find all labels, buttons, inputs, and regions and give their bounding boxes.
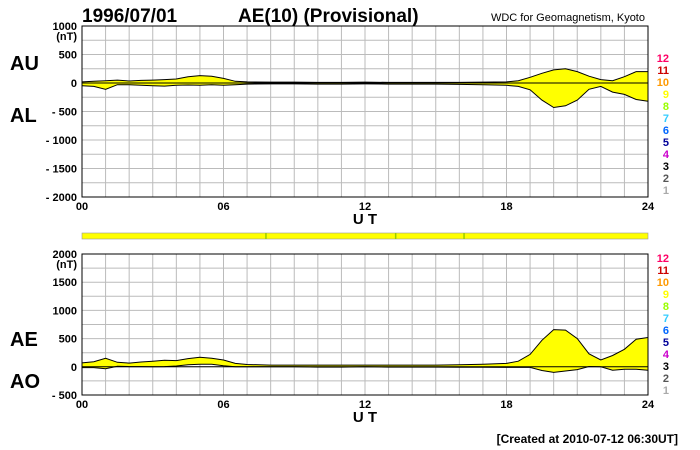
station-count-8: 8 — [663, 101, 669, 113]
y-tick-label: - 1500 — [46, 164, 77, 176]
data-coverage-bar — [81, 232, 649, 240]
station-count-10: 10 — [657, 77, 669, 89]
index-label-al: AL — [10, 105, 37, 127]
y-tick-label: 0 — [71, 362, 77, 374]
station-count-4: 4 — [663, 149, 670, 161]
station-count-7: 7 — [663, 313, 669, 325]
y-tick-label: - 500 — [52, 107, 77, 119]
station-count-8: 8 — [663, 301, 669, 313]
coverage-fill — [81, 232, 649, 240]
station-count-2: 2 — [663, 173, 669, 185]
au-al-panel: 1000 500 0 - 500 - 1000 - 1500 - 2000 (nT) 00 06 1… — [10, 21, 655, 228]
station-count-9: 9 — [663, 289, 669, 301]
y-tick-label: 1500 — [53, 277, 77, 289]
y-tick-label: 2000 — [53, 249, 77, 261]
index-label-ae: AE — [10, 329, 38, 351]
station-count-9: 9 — [663, 89, 669, 101]
x-tick-label: 24 — [642, 399, 655, 411]
x-tick-label: 00 — [76, 399, 88, 411]
station-count-4: 4 — [663, 349, 670, 361]
x-tick-label: 06 — [217, 201, 229, 213]
station-count-11: 11 — [657, 265, 669, 277]
x-axis-label: U T — [353, 409, 377, 426]
station-count-11: 11 — [657, 65, 669, 77]
ae-ao-panel: 2000 1500 1000 500 0 - 500 (nT) 00 06 12 18 24 U T AE… — [10, 249, 655, 426]
station-count-6: 6 — [663, 325, 669, 337]
station-count-3: 3 — [663, 161, 669, 173]
station-count-3: 3 — [663, 361, 669, 373]
y-tick-label: 500 — [59, 50, 77, 62]
y-tick-label: 1000 — [53, 21, 77, 33]
series-line-al — [81, 83, 649, 109]
chart-title: AE(10) (Provisional) — [238, 6, 419, 27]
y-tick-label: - 2000 — [46, 192, 77, 204]
station-count-5: 5 — [663, 337, 669, 349]
y-tick-label: 1000 — [53, 305, 77, 317]
plot-frame — [81, 253, 649, 396]
x-tick-label: 00 — [76, 201, 88, 213]
station-count-12: 12 — [657, 253, 669, 265]
station-count-6: 6 — [663, 125, 669, 137]
x-tick-label: 12 — [359, 399, 371, 411]
x-tick-label: 18 — [500, 201, 512, 213]
area-fill-ae-ao — [82, 329, 648, 373]
station-count-7: 7 — [663, 113, 669, 125]
date-title: 1996/07/01 — [82, 6, 178, 27]
series-line-au — [81, 68, 648, 83]
station-count-1: 1 — [663, 185, 669, 197]
station-count-1: 1 — [663, 385, 669, 397]
index-label-ao: AO — [10, 371, 40, 393]
series-line-ae — [81, 329, 649, 366]
x-tick-label: 06 — [217, 399, 229, 411]
x-tick-label: 24 — [642, 201, 655, 213]
station-count-2: 2 — [663, 373, 669, 385]
x-tick-label: 12 — [359, 201, 371, 213]
y-tick-label: - 1000 — [46, 135, 77, 147]
source-label: WDC for Geomagnetism, Kyoto — [491, 12, 645, 24]
y-tick-label: 0 — [71, 78, 77, 90]
station-count-12: 12 — [657, 53, 669, 65]
y-tick-label: - 500 — [52, 390, 77, 402]
station-count-10: 10 — [657, 277, 669, 289]
y-tick-label: 500 — [59, 334, 77, 346]
index-label-au: AU — [10, 53, 39, 75]
y-unit-label: (nT) — [56, 259, 77, 271]
x-axis-label: U T — [353, 211, 377, 228]
station-count-5: 5 — [663, 137, 669, 149]
y-unit-label: (nT) — [56, 31, 77, 43]
plot-frame — [81, 25, 649, 198]
created-timestamp: [Created at 2010-07-12 06:30UT] — [497, 432, 678, 446]
x-tick-label: 18 — [500, 399, 512, 411]
